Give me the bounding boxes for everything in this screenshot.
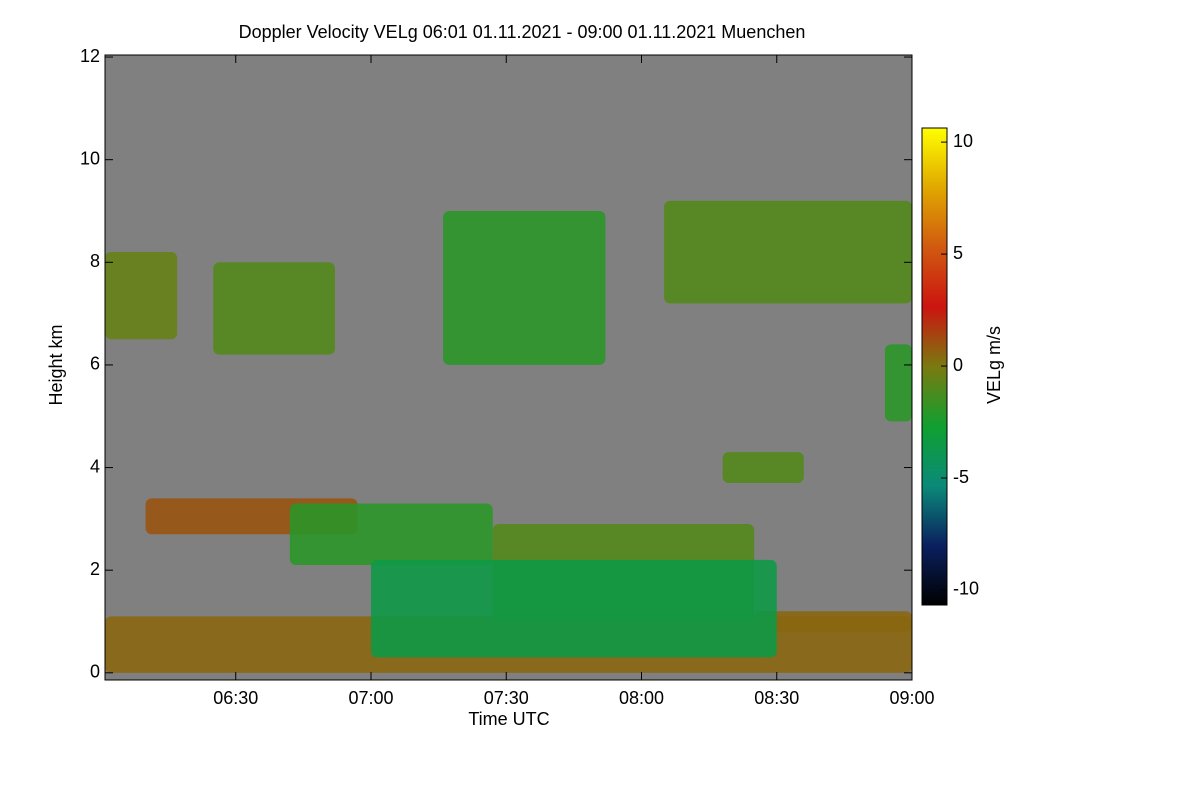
x-tick-label: 08:00 — [619, 688, 664, 708]
echo-region — [370, 559, 777, 658]
y-tick-label: 8 — [90, 251, 100, 271]
y-tick-label: 0 — [90, 662, 100, 682]
y-tick-label: 2 — [90, 559, 100, 579]
x-tick-label: 07:00 — [348, 688, 393, 708]
echo-region — [105, 252, 178, 340]
echo-region — [664, 200, 912, 304]
y-axis-label: Height km — [46, 324, 66, 405]
y-tick-label: 4 — [90, 456, 100, 476]
colorbar-tick-label: 10 — [953, 131, 973, 151]
chart-title: Doppler Velocity VELg 06:01 01.11.2021 -… — [239, 22, 806, 42]
echo-region — [754, 611, 912, 632]
x-tick-label: 08:30 — [754, 688, 799, 708]
echo-region — [289, 503, 493, 566]
colorbar-tick-label: 5 — [953, 243, 963, 263]
colorbar-tick-label: -5 — [953, 467, 969, 487]
colorbar-label: VELg m/s — [984, 326, 1004, 404]
x-tick-label: 06:30 — [213, 688, 258, 708]
x-tick-label: 09:00 — [889, 688, 934, 708]
echo-region — [443, 210, 606, 365]
y-tick-label: 12 — [80, 46, 100, 66]
x-axis-label: Time UTC — [468, 709, 549, 729]
echo-region — [884, 344, 912, 422]
y-tick-label: 6 — [90, 354, 100, 374]
x-tick-label: 07:30 — [484, 688, 529, 708]
colorbar-tick-label: -10 — [953, 579, 979, 599]
colorbar-tick-label: 0 — [953, 355, 963, 375]
plot-frame — [104, 54, 913, 681]
echo-region — [722, 452, 804, 483]
y-tick-label: 10 — [80, 148, 100, 168]
echo-region — [213, 262, 335, 355]
